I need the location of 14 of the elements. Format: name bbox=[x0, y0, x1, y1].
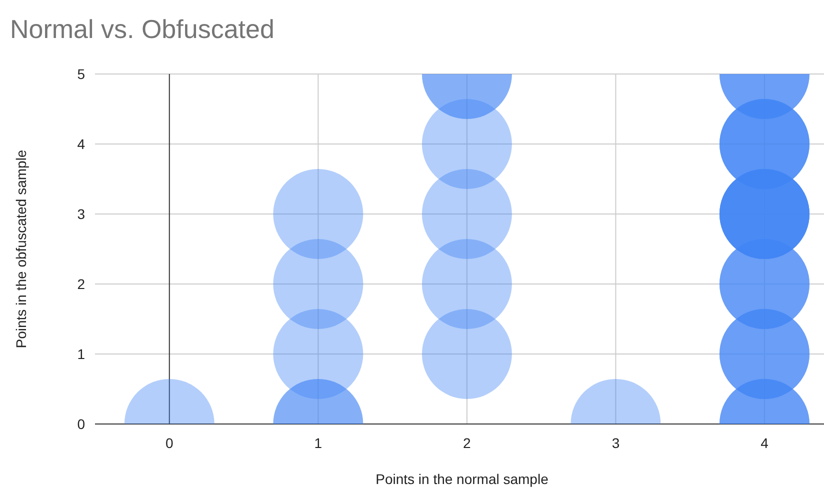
x-tick-label: 4 bbox=[760, 435, 769, 451]
x-tick-label: 1 bbox=[314, 435, 322, 451]
y-axis-title: Points in the obfuscated sample bbox=[13, 150, 29, 348]
x-tick-label: 3 bbox=[612, 435, 620, 451]
x-tick-label: 2 bbox=[463, 435, 472, 451]
y-tick-label: 5 bbox=[77, 66, 86, 82]
chart-title: Normal vs. Obfuscated bbox=[10, 14, 274, 44]
y-tick-label: 4 bbox=[77, 136, 86, 152]
y-tick-label: 1 bbox=[77, 346, 86, 362]
y-tick-label: 0 bbox=[77, 416, 86, 432]
x-axis-title: Points in the normal sample bbox=[376, 471, 549, 487]
y-tick-label: 3 bbox=[77, 206, 86, 222]
x-tick-label: 0 bbox=[165, 435, 174, 451]
y-tick-label: 2 bbox=[77, 276, 86, 292]
